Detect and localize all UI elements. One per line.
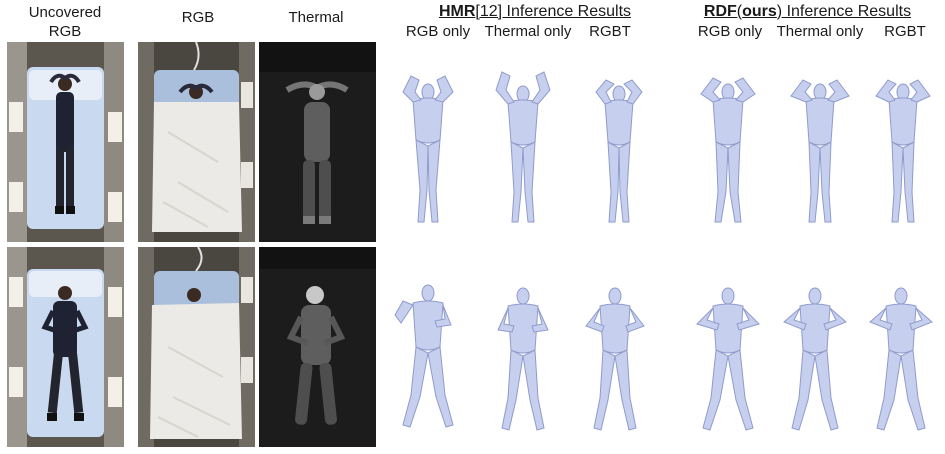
rdf-method-name: RDF (703, 3, 737, 20)
mesh-hmr-thermal-row2 (488, 280, 558, 440)
rdf-group-title: RDF(ours) Inference Results (690, 2, 925, 21)
hmr-sub-rgbt: RGBT (589, 23, 631, 40)
mesh-hmr-rgb-row2 (393, 275, 463, 435)
hmr-group-title: HMR[12] Inference Results (390, 2, 680, 21)
mesh-rdf-rgb-row1 (693, 70, 763, 230)
rdf-sub-rgb-only: RGB only (697, 23, 763, 40)
hmr-sub-thermal-only: Thermal only (484, 23, 572, 40)
hmr-sub-rgb-only: RGB only (405, 23, 471, 40)
photo-uncovered-rgb-row1 (7, 42, 124, 242)
hmr-method-name: HMR (438, 3, 476, 20)
mesh-hmr-rgb-row1 (393, 70, 463, 230)
label-thermal: Thermal (288, 9, 344, 26)
rdf-sub-rgbt: RGBT (884, 23, 926, 40)
photo-covered-rgb-row2 (138, 247, 255, 447)
mesh-rdf-thermal-row2 (780, 280, 850, 440)
photo-covered-rgb-row1 (138, 42, 255, 242)
mesh-hmr-rgbt-row2 (580, 280, 650, 440)
rdf-ours: ours (742, 3, 777, 20)
photo-uncovered-rgb-row2 (7, 247, 124, 447)
mesh-hmr-thermal-row1 (488, 70, 558, 230)
photo-thermal-row2 (259, 247, 376, 447)
rdf-paren-open: ( (736, 3, 743, 20)
mesh-rdf-thermal-row1 (785, 70, 855, 230)
mesh-hmr-rgbt-row1 (584, 70, 654, 230)
rdf-title-suffix: ) Inference Results (776, 3, 912, 20)
rdf-sub-thermal-only: Thermal only (776, 23, 864, 40)
label-uncovered-rgb: Uncovered RGB (20, 3, 110, 41)
label-uncovered-line2: RGB (48, 23, 82, 40)
hmr-title-suffix: [12] Inference Results (475, 3, 632, 20)
label-uncovered-line1: Uncovered (28, 4, 102, 21)
mesh-rdf-rgbt-row1 (868, 70, 938, 230)
mesh-rdf-rgbt-row2 (866, 280, 936, 440)
mesh-rdf-rgb-row2 (693, 280, 763, 440)
label-rgb: RGB (181, 9, 215, 26)
photo-thermal-row1 (259, 42, 376, 242)
